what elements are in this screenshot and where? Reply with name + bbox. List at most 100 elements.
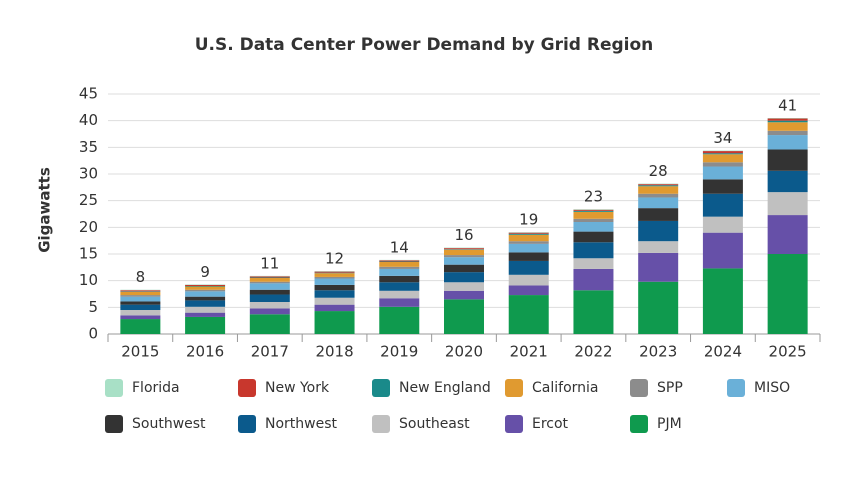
legend-label: Southwest <box>132 416 206 432</box>
bar-segment <box>379 259 420 261</box>
bar-segment <box>444 290 484 300</box>
bar-segment <box>702 150 743 152</box>
bar-segment <box>444 247 484 249</box>
bar-segment <box>444 264 484 273</box>
bar-segment <box>444 255 484 258</box>
y-tick-label: 0 <box>88 325 98 343</box>
bar-segment <box>249 278 290 282</box>
total-label: 16 <box>454 226 473 244</box>
bar-segment <box>120 319 161 334</box>
bar-segment <box>249 277 290 278</box>
total-label: 41 <box>778 97 797 115</box>
legend-swatch <box>727 379 745 397</box>
bar-segment <box>444 299 484 334</box>
x-tick-label: 2021 <box>510 343 548 361</box>
bar-segment <box>249 302 290 309</box>
y-tick-label: 30 <box>79 165 98 183</box>
x-tick-label: 2025 <box>769 343 807 361</box>
bar-segment <box>379 260 420 262</box>
bar-segment <box>314 278 355 285</box>
bar-segment <box>573 290 614 334</box>
total-label: 19 <box>519 211 538 229</box>
bar-segment <box>444 257 484 265</box>
bar-segment <box>314 273 355 277</box>
legend-label: New York <box>265 380 330 396</box>
bar-segment <box>767 118 808 121</box>
bar-segment <box>314 276 355 279</box>
bar-segment <box>185 300 226 307</box>
legend-label: Southeast <box>399 416 470 432</box>
y-tick-label: 40 <box>79 111 98 129</box>
bar-segment <box>573 231 614 243</box>
bar-segment <box>767 118 808 119</box>
bar-segment <box>702 232 743 269</box>
bar-segment <box>702 154 743 163</box>
total-label: 34 <box>713 129 732 147</box>
bar-segment <box>379 275 420 283</box>
bar-segment <box>444 249 484 256</box>
bar-segment <box>638 193 679 198</box>
bar-segment <box>444 248 484 250</box>
bar-segment <box>508 232 549 233</box>
bar-segment <box>249 275 290 277</box>
bar-segment <box>185 289 226 292</box>
total-label: 28 <box>649 162 668 180</box>
bar-segment <box>508 295 549 334</box>
bar-segment <box>314 284 355 291</box>
bar-segment <box>702 193 743 217</box>
bar-segment <box>120 301 161 305</box>
bar-segment <box>379 261 420 262</box>
bar-segment <box>379 262 420 267</box>
bar-segment <box>508 241 549 244</box>
bar-segment <box>120 310 161 316</box>
legend-swatch <box>238 415 256 433</box>
bar-segment <box>249 314 290 334</box>
bar-segment <box>702 268 743 334</box>
x-tick-label: 2016 <box>186 343 224 361</box>
bar-segment <box>379 298 420 307</box>
bar-segment <box>767 215 808 254</box>
bar-segment <box>638 281 679 334</box>
y-tick-label: 10 <box>79 271 98 289</box>
y-tick-label: 25 <box>79 191 98 209</box>
bar-segment <box>444 272 484 283</box>
bar-segment <box>314 290 355 298</box>
bar-segment <box>379 290 420 299</box>
bar-segment <box>573 222 614 232</box>
bar-segment <box>120 315 161 320</box>
legend-swatch <box>505 415 523 433</box>
bar-segment <box>508 233 549 235</box>
bar-segment <box>314 271 355 273</box>
bar-segment <box>573 242 614 259</box>
bar-segment <box>249 281 290 284</box>
bar-segment <box>314 297 355 305</box>
bar-segment <box>702 179 743 194</box>
bar-segment <box>120 291 161 296</box>
bar-segment <box>185 286 226 287</box>
bar-segment <box>702 166 743 180</box>
legend-swatch <box>630 379 648 397</box>
bar-segment <box>379 306 420 334</box>
bar-segment <box>638 241 679 253</box>
bar-segment <box>185 284 226 285</box>
legend-swatch <box>505 379 523 397</box>
bar-segment <box>444 282 484 291</box>
legend-label: Northwest <box>265 416 338 432</box>
legend-swatch <box>372 415 390 433</box>
bar-segment <box>508 232 549 234</box>
x-tick-label: 2023 <box>639 343 677 361</box>
legend-swatch <box>238 379 256 397</box>
bar-segment <box>767 122 808 131</box>
bar-segment <box>508 243 549 253</box>
bar-segment <box>702 216 743 233</box>
bar-segment <box>249 289 290 295</box>
bar-segment <box>573 211 614 219</box>
legend-swatch <box>105 379 123 397</box>
bar-segment <box>120 296 161 302</box>
bar-segment <box>702 153 743 155</box>
total-label: 8 <box>136 268 146 286</box>
bar-segment <box>638 252 679 282</box>
legend-label: SPP <box>657 380 683 396</box>
bar-segment <box>508 252 549 261</box>
